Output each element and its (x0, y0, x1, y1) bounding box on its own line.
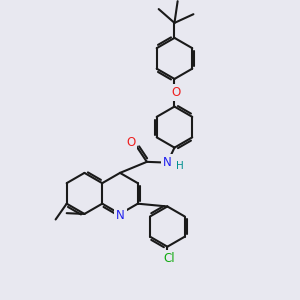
Text: N: N (163, 156, 172, 169)
Text: Cl: Cl (164, 252, 175, 265)
Text: O: O (126, 136, 136, 149)
Text: H: H (176, 161, 184, 171)
Text: O: O (171, 86, 181, 99)
Text: N: N (116, 209, 125, 222)
